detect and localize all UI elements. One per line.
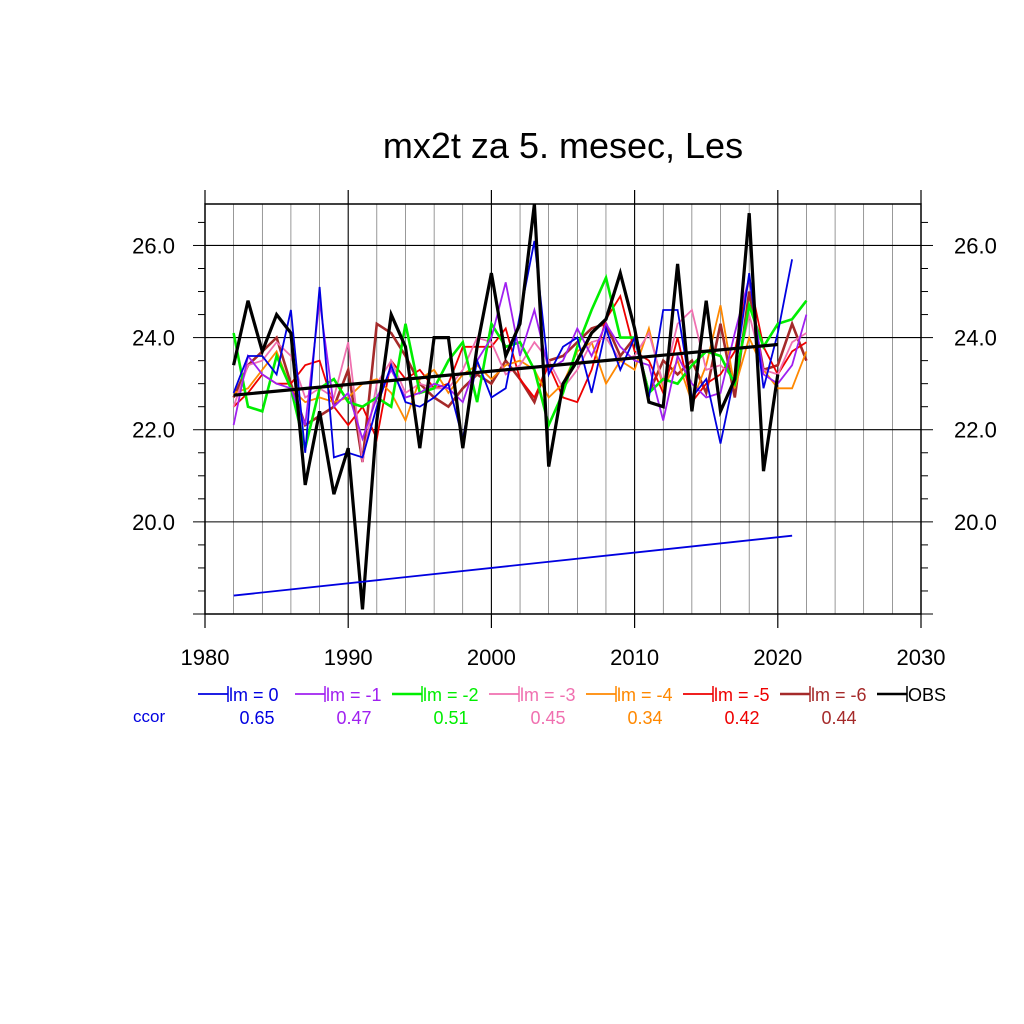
- grid-lines: [205, 204, 921, 614]
- x-tick-label: 1980: [181, 645, 230, 670]
- legend-ccor-value: 0.44: [821, 708, 856, 728]
- ccor-label: ccor: [133, 707, 165, 726]
- series-line: [232, 203, 780, 610]
- legend-item: lm = -2 0.51: [392, 685, 479, 728]
- y-tick-label: 24.0: [132, 326, 175, 351]
- legend-ccor-value: 0.34: [627, 708, 662, 728]
- axes: 1980 1990 2000 2010 2020 2030 20.0 20.0 22.0 22.0…: [132, 190, 997, 670]
- y-tick-label-right: 24.0: [954, 326, 997, 351]
- legend-ccor-value: 0.47: [336, 708, 371, 728]
- legend-item: lm = -1 0.47: [295, 685, 382, 728]
- legend-label: lm = -2: [423, 685, 479, 705]
- x-tick-label: 2000: [467, 645, 516, 670]
- y-tick-label: 20.0: [132, 510, 175, 535]
- y-tick-label-right: 26.0: [954, 233, 997, 258]
- legend-item: lm = -5 0.42: [683, 685, 770, 728]
- series-line: [232, 273, 808, 449]
- legend-label: lm = -6: [811, 685, 867, 705]
- legend-label: lm = -4: [617, 685, 673, 705]
- plot-frame: [204, 203, 922, 615]
- series-line: [232, 240, 793, 459]
- legend-label: lm = -1: [326, 685, 382, 705]
- y-tick-label-right: 20.0: [954, 510, 997, 535]
- trend-line: [233, 534, 793, 597]
- legend-label: lm = 0: [229, 685, 279, 705]
- legend-item: lm = -6 0.44: [780, 685, 867, 728]
- legend-item: OBS: [877, 685, 946, 705]
- x-tick-label: 2030: [897, 645, 946, 670]
- x-tick-label: 1990: [324, 645, 373, 670]
- series-lm-1: [232, 277, 808, 442]
- legend-ccor-value: 0.51: [433, 708, 468, 728]
- legend-label: lm = -3: [520, 685, 576, 705]
- y-tick-label: 22.0: [132, 418, 175, 443]
- legend-label: OBS: [908, 685, 946, 705]
- x-tick-label: 2010: [610, 645, 659, 670]
- trend-lines: [233, 342, 793, 597]
- series-obs: [232, 203, 780, 610]
- legend-item: lm = -3 0.45: [489, 685, 576, 728]
- legend-ccor-value: 0.65: [239, 708, 274, 728]
- legend-label: lm = -5: [714, 685, 770, 705]
- y-tick-label-right: 22.0: [954, 418, 997, 443]
- chart-title: mx2t za 5. mesec, Les: [383, 125, 743, 166]
- series-lm-0: [232, 240, 793, 459]
- legend-ccor-value: 0.42: [724, 708, 759, 728]
- legend-item: lm = 0 0.65: [198, 685, 279, 728]
- y-tick-label: 26.0: [132, 233, 175, 258]
- legend-ccor-value: 0.45: [530, 708, 565, 728]
- trend-line: [233, 342, 778, 397]
- x-tick-label: 2020: [753, 645, 802, 670]
- series-lm-2: [232, 273, 808, 449]
- legend-item: lm = -4 0.34: [586, 685, 673, 728]
- series-layer: [232, 203, 808, 610]
- series-line: [232, 277, 808, 442]
